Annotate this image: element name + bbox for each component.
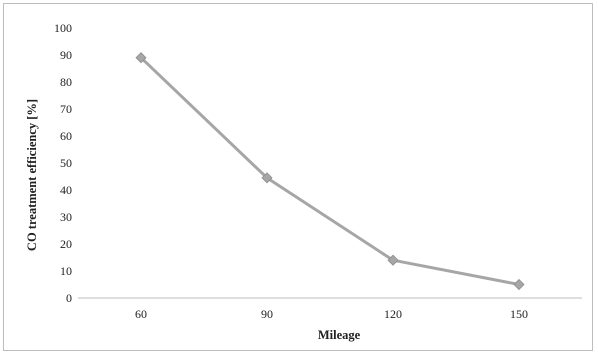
y-tick-label: 0	[66, 291, 72, 305]
y-tick-label: 30	[60, 210, 72, 224]
x-tick-label: 90	[261, 307, 273, 321]
y-tick-label: 60	[60, 129, 72, 143]
y-axis-ticks: 0 10 20 30 40 50 60 70 80 90 100	[54, 21, 72, 305]
x-tick-label: 150	[510, 307, 528, 321]
data-point-marker	[387, 254, 399, 266]
series-line	[139, 56, 520, 286]
y-tick-label: 90	[60, 48, 72, 62]
y-axis-title: CO treatment efficiency [%]	[25, 99, 39, 251]
x-tick-label: 120	[384, 307, 402, 321]
chart-frame	[3, 3, 593, 351]
x-axis-title: Mileage	[318, 328, 361, 342]
data-point-marker	[513, 278, 525, 291]
series-group	[135, 52, 525, 291]
y-tick-label: 40	[60, 183, 72, 197]
data-point-marker	[135, 52, 147, 64]
y-tick-label: 100	[54, 21, 72, 35]
y-tick-label: 20	[60, 237, 72, 251]
y-tick-label: 70	[60, 102, 72, 116]
y-tick-label: 50	[60, 156, 72, 170]
x-axis-ticks: 60 90 120 150	[135, 307, 528, 321]
y-tick-label: 80	[60, 75, 72, 89]
y-tick-label: 10	[60, 264, 72, 278]
data-point-marker	[261, 172, 273, 184]
x-tick-label: 60	[135, 307, 147, 321]
